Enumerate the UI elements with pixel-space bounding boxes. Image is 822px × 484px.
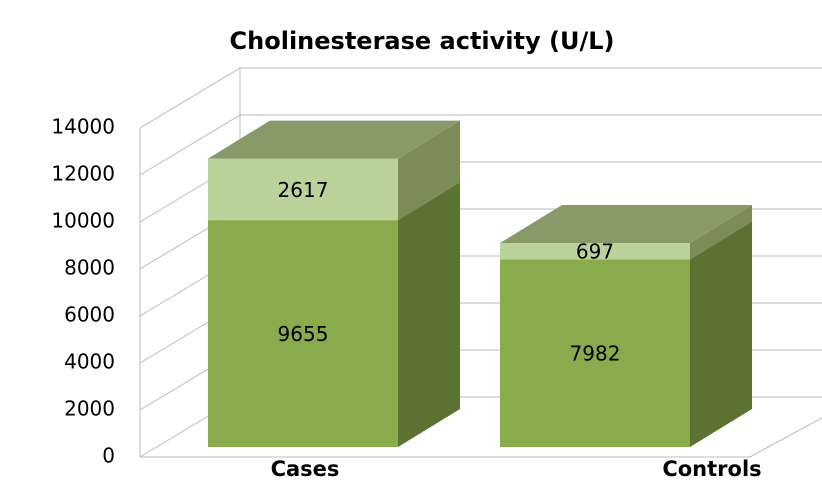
data-label: 2617 — [278, 178, 329, 202]
bar-side — [398, 120, 460, 221]
bar-side — [690, 221, 752, 447]
y-tick-label: 10000 — [51, 209, 115, 233]
x-tick-label: Controls — [662, 457, 761, 481]
x-tick-label: Cases — [271, 457, 340, 481]
y-tick-label: 6000 — [64, 303, 115, 327]
y-tick-label: 12000 — [51, 162, 115, 186]
data-label: 7982 — [570, 342, 621, 366]
bar-side — [690, 205, 752, 260]
data-label: 9655 — [278, 322, 329, 346]
grid-line — [139, 67, 822, 129]
chart-title: Cholinesterase activity (U/L) — [230, 27, 615, 55]
data-label: 697 — [576, 240, 614, 264]
bar — [208, 158, 398, 221]
bar-top — [208, 120, 460, 159]
y-tick-label: 14000 — [51, 115, 115, 139]
bar-side — [398, 182, 460, 448]
y-tick-label: 0 — [102, 444, 115, 468]
y-tick-label: 8000 — [64, 256, 115, 280]
bar — [500, 243, 690, 260]
floor-line — [749, 417, 822, 458]
bar-top — [500, 205, 752, 244]
bar — [500, 259, 690, 447]
grid-line — [139, 114, 822, 176]
bar — [208, 220, 398, 447]
y-tick-label: 2000 — [64, 397, 115, 421]
y-tick-label: 4000 — [64, 350, 115, 374]
